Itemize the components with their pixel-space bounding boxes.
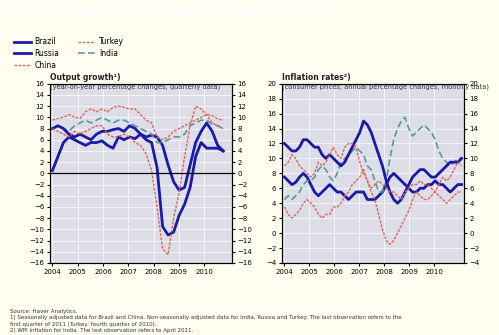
Text: Chart 4 Main developments in major emerging economies: Chart 4 Main developments in major emerg… (6, 7, 324, 17)
Text: Inflation rates²): Inflation rates²) (282, 73, 351, 82)
Text: Source: Haver Analytics.
1) Seasonally adjusted data for Brazil and China. Non-s: Source: Haver Analytics. 1) Seasonally a… (10, 309, 402, 333)
Text: (year-on-year percentage changes; quarterly data): (year-on-year percentage changes; quarte… (50, 84, 220, 90)
Text: Output growth¹): Output growth¹) (50, 73, 120, 82)
Legend: Brazil, Russia, China, Turkey, India: Brazil, Russia, China, Turkey, India (14, 38, 124, 70)
Text: (consumer prices; annual percentage changes; monthly data): (consumer prices; annual percentage chan… (282, 84, 489, 90)
